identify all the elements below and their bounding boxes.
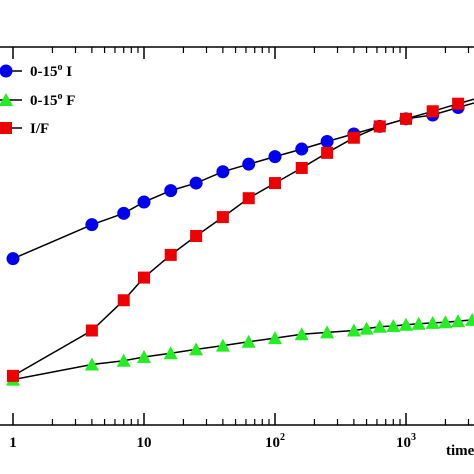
legend-entry-2: 0-15o F	[0, 91, 75, 109]
series-2-point-12	[346, 323, 361, 337]
legend-label-2-sup: o	[58, 91, 63, 102]
legend-label-2: 0-15o F	[30, 91, 75, 109]
series-3-point-10	[295, 161, 308, 174]
series-markers	[6, 97, 474, 386]
series-3-point-9	[269, 177, 281, 190]
legend-label-1-sup: o	[58, 62, 63, 73]
series-1-point-8	[242, 157, 256, 171]
legend-label-2-suffix: F	[63, 93, 76, 109]
series-3-point-15	[426, 105, 439, 118]
series-3-point-8	[242, 192, 255, 205]
series-3-point-4	[138, 271, 150, 284]
series-1-point-10	[295, 142, 309, 156]
x-axis: 1 10 102 103	[9, 47, 470, 451]
series-3-point-6	[190, 230, 203, 242]
series-2-point-9	[268, 331, 282, 345]
legend-entry-1: 0-15o I	[0, 62, 72, 80]
legend-marker-2	[0, 93, 13, 106]
series-2-point-6	[189, 342, 204, 356]
series-3-point-1	[7, 369, 19, 382]
legend-label-1-text: 0-15	[30, 64, 58, 80]
series-1-point-6	[189, 176, 203, 190]
series-2-point-20	[451, 314, 466, 328]
x-tick-label-4: 103	[396, 432, 416, 451]
series-2-point-14	[372, 319, 387, 333]
legend: 0-15o I 0-15o F I/F	[0, 62, 75, 137]
series-2-point-17	[411, 316, 426, 330]
series-3-point-7	[216, 211, 229, 224]
series-2-point-19	[438, 315, 453, 329]
series-2-point-2	[84, 357, 99, 371]
legend-label-3-text: I/F	[30, 121, 49, 137]
legend-label-3: I/F	[30, 121, 49, 137]
legend-label-2-text: 0-15	[30, 93, 58, 109]
legend-entry-3: I/F	[0, 121, 49, 137]
series-1-point-1	[6, 252, 20, 266]
series-2-point-13	[359, 321, 374, 335]
legend-label-1: 0-15o I	[30, 62, 72, 80]
series-2-point-8	[241, 334, 256, 348]
series-1-point-9	[268, 150, 282, 164]
series-3-point-11	[321, 146, 334, 159]
series-1-point-4	[137, 195, 151, 209]
x-tick-label-3: 102	[265, 432, 285, 451]
series-2-point-18	[425, 315, 440, 329]
series-2-point-4	[137, 350, 151, 363]
series-1-point-7	[216, 165, 230, 179]
legend-marker-3	[0, 122, 12, 134]
series-2-point-5	[163, 346, 178, 360]
series-line-2	[12, 319, 474, 381]
series-2-point-3	[116, 353, 131, 367]
series-3-point-2	[85, 324, 98, 337]
x-axis-label: time	[446, 443, 474, 459]
series-2-point-16	[399, 317, 413, 331]
series-1-point-3	[117, 206, 131, 220]
series-3-point-13	[373, 120, 386, 133]
series-3-point-12	[347, 131, 360, 144]
series-2-point-11	[320, 325, 335, 339]
series-3-point-5	[164, 248, 177, 261]
x-tick-label-1: 1	[9, 435, 17, 451]
series-2-point-15	[386, 319, 401, 332]
series-3-point-3	[117, 294, 130, 307]
series-1-point-2	[85, 218, 99, 232]
series-3-point-16	[452, 97, 465, 110]
series-2-point-21	[465, 312, 474, 326]
x-tick-label-2: 10	[137, 435, 152, 451]
series-2-point-10	[294, 327, 309, 341]
series-1-point-5	[164, 184, 178, 198]
plot-frame	[0, 46, 474, 426]
legend-marker-1	[0, 64, 13, 78]
series-line-3	[12, 98, 474, 377]
series-1-point-11	[320, 135, 334, 148]
legend-label-1-suffix: I	[63, 64, 73, 80]
series-3-point-14	[400, 112, 412, 125]
series-lines	[12, 98, 474, 381]
series-2-point-7	[215, 338, 230, 352]
